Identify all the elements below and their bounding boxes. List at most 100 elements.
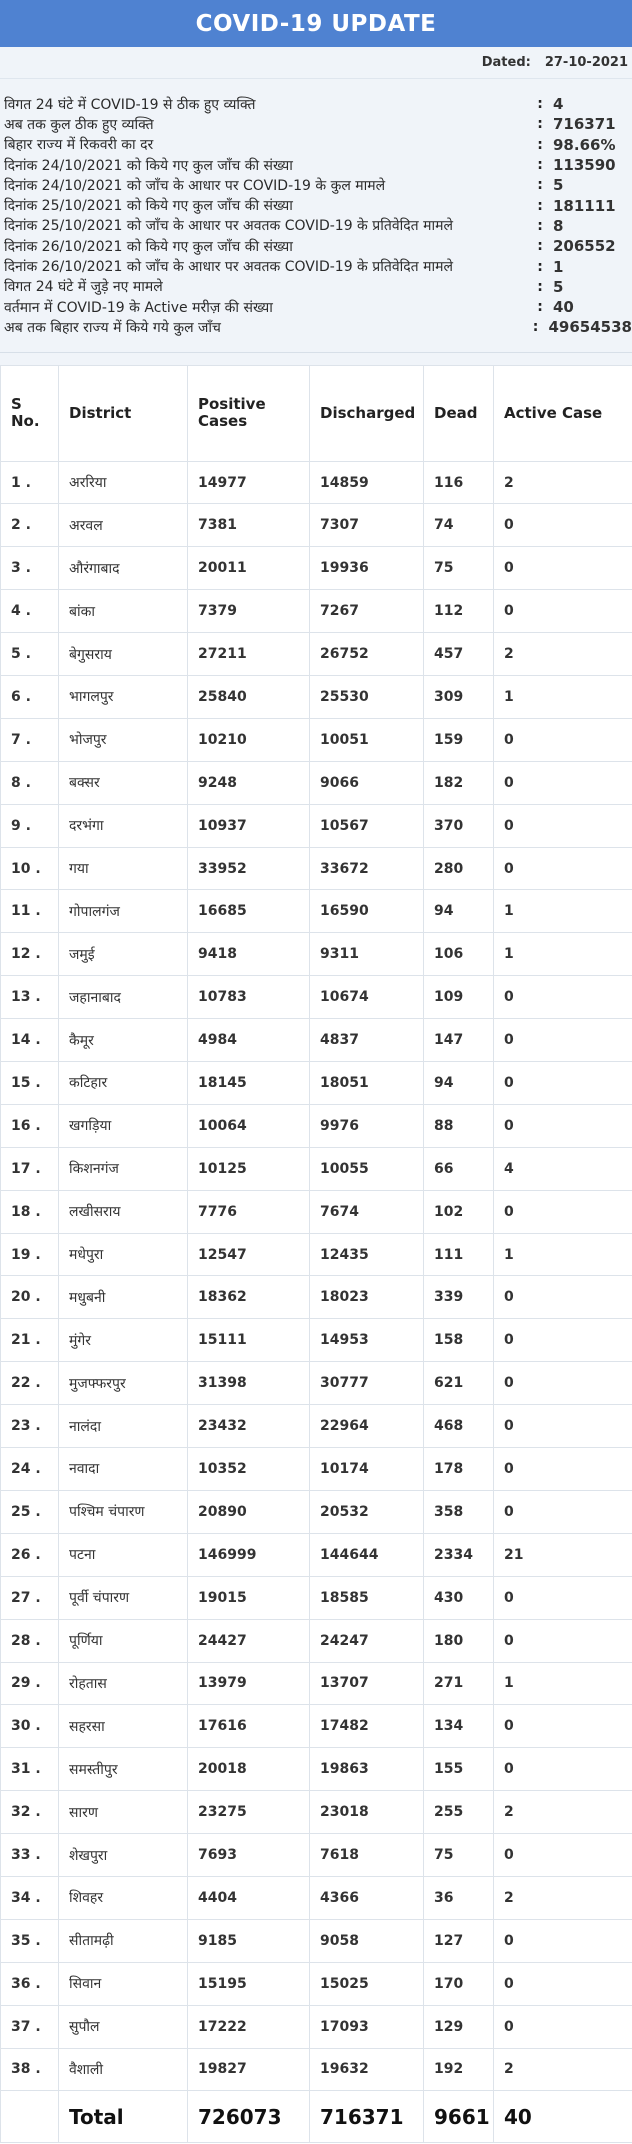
page-title: COVID-19 UPDATE — [195, 10, 437, 37]
stat-value: 98.66% — [553, 135, 616, 154]
stat-row: दिनांक 26/10/2021 को किये गए कुल जाँच की… — [4, 236, 632, 256]
stat-label: दिनांक 24/10/2021 को जाँच के आधार पर COV… — [4, 177, 386, 194]
cell-district: किशनगंज — [58, 1146, 188, 1191]
cell-sno: 16 . — [0, 1103, 59, 1148]
table-row: 25 . पश्चिम चंपारण 20890 20532 358 0 — [0, 1489, 632, 1534]
cell-discharged: 19863 — [309, 1747, 424, 1792]
cell-active: 0 — [493, 503, 632, 548]
cell-positive: 7693 — [187, 1833, 310, 1877]
cell-positive: 10937 — [187, 803, 310, 848]
stat-row: दिनांक 26/10/2021 को जाँच के आधार पर अवत… — [4, 256, 632, 276]
stat-colon: : — [532, 319, 539, 336]
cell-dead: 358 — [423, 1489, 494, 1534]
stat-label: वर्तमान में COVID-19 के Active मरीज़ की … — [4, 299, 273, 316]
stat-value: 1 — [553, 257, 564, 276]
stat-row: दिनांक 24/10/2021 को जाँच के आधार पर COV… — [4, 175, 632, 195]
cell-positive: 33952 — [187, 846, 310, 891]
cell-active: 0 — [493, 717, 632, 762]
cell-district: अररिया — [58, 460, 188, 505]
cell-dead: 182 — [423, 760, 494, 805]
cell-discharged: 9311 — [309, 932, 424, 977]
table-row: 38 . वैशाली 19827 19632 192 2 — [0, 2047, 632, 2092]
cell-active: 21 — [493, 1532, 632, 1577]
table-body: 1 . अररिया 14977 14859 116 2 2 . अरवल 7381 7307 74… — [0, 460, 632, 2144]
cell-dead: 75 — [423, 546, 494, 591]
cell-dead: 457 — [423, 632, 494, 677]
col-header-positive: Positive Cases — [187, 364, 310, 462]
cell-positive: 12547 — [187, 1232, 310, 1277]
stat-colon: : — [537, 136, 543, 153]
table-row: 11 . गोपालगंज 16685 16590 94 1 — [0, 889, 632, 934]
cell-positive: 25840 — [187, 675, 310, 719]
stat-colon: : — [537, 157, 543, 174]
cell-district: सिवान — [58, 1961, 188, 2006]
cell-district: शिवहर — [58, 1875, 188, 1920]
cell-active: 1 — [493, 889, 632, 934]
cell-active: 2 — [493, 1875, 632, 1920]
stat-label: विगत 24 घंटे में COVID-19 से ठीक हुए व्य… — [4, 96, 256, 113]
stat-value: 113590 — [553, 156, 616, 175]
cell-dead: 127 — [423, 1918, 494, 1963]
stat-colon: : — [537, 116, 543, 133]
table-row: 14 . कैमूर 4984 4837 147 0 — [0, 1018, 632, 1063]
table-row: 21 . मुंगेर 15111 14953 158 0 — [0, 1318, 632, 1363]
cell-discharged: 20532 — [309, 1489, 424, 1534]
cell-active: 1 — [493, 1232, 632, 1277]
cell-positive: 10352 — [187, 1447, 310, 1491]
cell-sno: 25 . — [0, 1489, 59, 1534]
total-label: Total — [58, 2090, 188, 2144]
cell-discharged: 25530 — [309, 675, 424, 719]
cell-dead: 255 — [423, 1790, 494, 1835]
cell-discharged: 4837 — [309, 1018, 424, 1063]
cell-district: नालंदा — [58, 1404, 188, 1449]
cell-sno: 4 . — [0, 589, 59, 634]
stat-row: विगत 24 घंटे में जुड़े नए मामले:5 — [4, 277, 632, 297]
col-header-dead: Dead — [423, 364, 494, 462]
cell-discharged: 9066 — [309, 760, 424, 805]
cell-dead: 75 — [423, 1833, 494, 1877]
total-row: Total 726073 716371 9661 40 — [0, 2090, 632, 2144]
cell-discharged: 17093 — [309, 2004, 424, 2049]
stat-colon: : — [537, 299, 543, 316]
cell-positive: 17222 — [187, 2004, 310, 2049]
cell-dead: 178 — [423, 1447, 494, 1491]
table-row: 33 . शेखपुरा 7693 7618 75 0 — [0, 1833, 632, 1877]
total-cell-discharged: 716371 — [309, 2090, 424, 2144]
cell-positive: 16685 — [187, 889, 310, 934]
cell-dead: 74 — [423, 503, 494, 548]
table-row: 23 . नालंदा 23432 22964 468 0 — [0, 1404, 632, 1449]
stat-value: 40 — [553, 298, 574, 317]
cell-positive: 9418 — [187, 932, 310, 977]
cell-district: लखीसराय — [58, 1189, 188, 1234]
cell-discharged: 18023 — [309, 1275, 424, 1320]
cell-active: 0 — [493, 1961, 632, 2006]
cell-discharged: 33672 — [309, 846, 424, 891]
table-row: 3 . औरंगाबाद 20011 19936 75 0 — [0, 546, 632, 591]
cell-discharged: 16590 — [309, 889, 424, 934]
cell-positive: 24427 — [187, 1618, 310, 1663]
cell-positive: 27211 — [187, 632, 310, 677]
cell-sno: 17 . — [0, 1146, 59, 1191]
cell-district: कैमूर — [58, 1018, 188, 1063]
table-row: 7 . भोजपुर 10210 10051 159 0 — [0, 717, 632, 762]
cell-active: 0 — [493, 803, 632, 848]
cell-dead: 102 — [423, 1189, 494, 1234]
cell-active: 0 — [493, 1704, 632, 1749]
cell-sno: 37 . — [0, 2004, 59, 2049]
cell-active: 0 — [493, 1318, 632, 1363]
cell-discharged: 17482 — [309, 1704, 424, 1749]
stat-row: दिनांक 25/10/2021 को जाँच के आधार पर अवत… — [4, 216, 632, 236]
cell-district: समस्तीपुर — [58, 1747, 188, 1792]
cell-district: बेगुसराय — [58, 632, 188, 677]
cell-discharged: 19632 — [309, 2047, 424, 2092]
cell-active: 0 — [493, 1361, 632, 1406]
cell-active: 0 — [493, 1018, 632, 1063]
table-row: 20 . मधुबनी 18362 18023 339 0 — [0, 1275, 632, 1320]
cell-positive: 9185 — [187, 1918, 310, 1963]
cell-sno: 15 . — [0, 1061, 59, 1105]
cell-dead: 170 — [423, 1961, 494, 2006]
cell-dead: 109 — [423, 975, 494, 1020]
cell-sno: 11 . — [0, 889, 59, 934]
table-row: 30 . सहरसा 17616 17482 134 0 — [0, 1704, 632, 1749]
total-cell-sno — [0, 2090, 59, 2144]
